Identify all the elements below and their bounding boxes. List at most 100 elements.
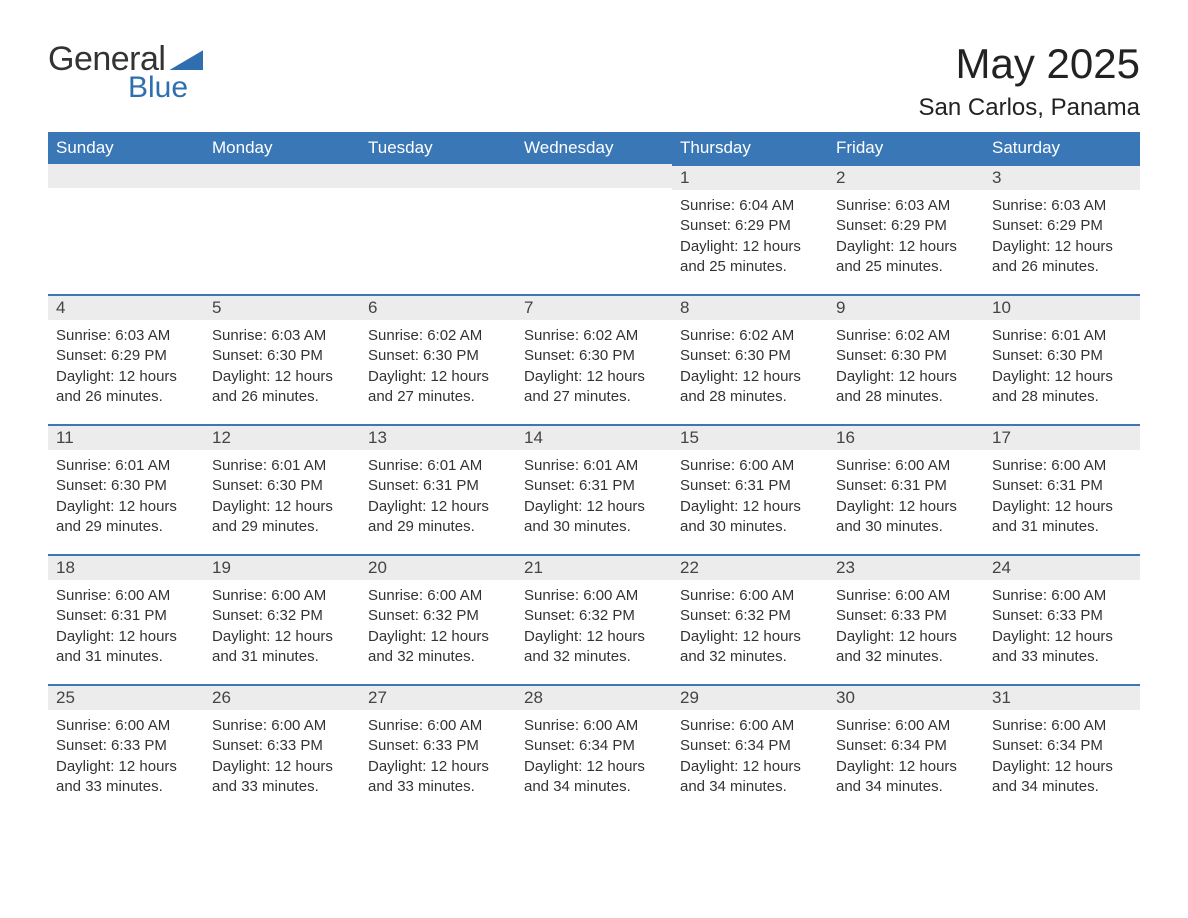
day-info-line: Daylight: 12 hours	[836, 757, 976, 777]
day-info-line: Sunset: 6:32 PM	[524, 606, 664, 626]
day-info-line: Daylight: 12 hours	[212, 757, 352, 777]
day-info-line: Sunrise: 6:00 AM	[992, 586, 1132, 606]
day-info-line: Daylight: 12 hours	[368, 497, 508, 517]
day-body: Sunrise: 6:00 AMSunset: 6:32 PMDaylight:…	[204, 580, 360, 667]
day-cell: 23Sunrise: 6:00 AMSunset: 6:33 PMDayligh…	[828, 554, 984, 684]
day-number-bar	[48, 164, 204, 188]
day-cell: 14Sunrise: 6:01 AMSunset: 6:31 PMDayligh…	[516, 424, 672, 554]
day-number-bar: 10	[984, 294, 1140, 320]
day-info-line: and 28 minutes.	[836, 387, 976, 407]
day-number-bar: 18	[48, 554, 204, 580]
day-body: Sunrise: 6:00 AMSunset: 6:31 PMDaylight:…	[48, 580, 204, 667]
day-info-line: and 26 minutes.	[56, 387, 196, 407]
day-body: Sunrise: 6:01 AMSunset: 6:30 PMDaylight:…	[48, 450, 204, 537]
day-info-line: Sunset: 6:33 PM	[992, 606, 1132, 626]
day-info-line: Sunset: 6:33 PM	[836, 606, 976, 626]
day-info-line: Sunset: 6:34 PM	[836, 736, 976, 756]
day-info-line: and 29 minutes.	[368, 517, 508, 537]
day-info-line: Daylight: 12 hours	[524, 497, 664, 517]
day-number-bar: 12	[204, 424, 360, 450]
day-number-bar: 2	[828, 164, 984, 190]
day-cell: 15Sunrise: 6:00 AMSunset: 6:31 PMDayligh…	[672, 424, 828, 554]
day-header: Wednesday	[516, 132, 672, 164]
logo-triangle-icon	[169, 50, 203, 70]
day-cell: 28Sunrise: 6:00 AMSunset: 6:34 PMDayligh…	[516, 684, 672, 814]
week-row: 4Sunrise: 6:03 AMSunset: 6:29 PMDaylight…	[48, 294, 1140, 424]
day-body: Sunrise: 6:00 AMSunset: 6:31 PMDaylight:…	[672, 450, 828, 537]
day-number-bar: 23	[828, 554, 984, 580]
day-info-line: Daylight: 12 hours	[56, 757, 196, 777]
day-info-line: Daylight: 12 hours	[680, 237, 820, 257]
day-cell: 21Sunrise: 6:00 AMSunset: 6:32 PMDayligh…	[516, 554, 672, 684]
day-info-line: Sunrise: 6:03 AM	[56, 326, 196, 346]
day-cell: 2Sunrise: 6:03 AMSunset: 6:29 PMDaylight…	[828, 164, 984, 294]
day-info-line: and 33 minutes.	[368, 777, 508, 797]
day-cell: 16Sunrise: 6:00 AMSunset: 6:31 PMDayligh…	[828, 424, 984, 554]
day-number-bar	[516, 164, 672, 188]
day-info-line: Sunrise: 6:00 AM	[368, 716, 508, 736]
day-info-line: Sunrise: 6:01 AM	[524, 456, 664, 476]
day-info-line: Sunrise: 6:00 AM	[56, 716, 196, 736]
day-info-line: Sunset: 6:30 PM	[212, 476, 352, 496]
day-number-bar: 15	[672, 424, 828, 450]
day-info-line: Sunset: 6:29 PM	[836, 216, 976, 236]
day-info-line: Daylight: 12 hours	[836, 497, 976, 517]
day-number-bar: 17	[984, 424, 1140, 450]
day-number-bar: 7	[516, 294, 672, 320]
day-info-line: and 30 minutes.	[524, 517, 664, 537]
day-body: Sunrise: 6:01 AMSunset: 6:30 PMDaylight:…	[204, 450, 360, 537]
day-header: Saturday	[984, 132, 1140, 164]
day-info-line: and 32 minutes.	[680, 647, 820, 667]
day-info-line: and 31 minutes.	[212, 647, 352, 667]
day-body: Sunrise: 6:01 AMSunset: 6:30 PMDaylight:…	[984, 320, 1140, 407]
day-cell: 18Sunrise: 6:00 AMSunset: 6:31 PMDayligh…	[48, 554, 204, 684]
day-info-line: Sunrise: 6:01 AM	[368, 456, 508, 476]
day-body: Sunrise: 6:00 AMSunset: 6:33 PMDaylight:…	[828, 580, 984, 667]
day-body: Sunrise: 6:02 AMSunset: 6:30 PMDaylight:…	[360, 320, 516, 407]
day-info-line: and 30 minutes.	[836, 517, 976, 537]
day-body: Sunrise: 6:02 AMSunset: 6:30 PMDaylight:…	[828, 320, 984, 407]
day-info-line: Sunset: 6:30 PM	[836, 346, 976, 366]
day-info-line: and 25 minutes.	[680, 257, 820, 277]
day-number-bar: 11	[48, 424, 204, 450]
day-info-line: Daylight: 12 hours	[212, 367, 352, 387]
day-info-line: and 33 minutes.	[992, 647, 1132, 667]
day-info-line: Daylight: 12 hours	[524, 367, 664, 387]
day-cell: 17Sunrise: 6:00 AMSunset: 6:31 PMDayligh…	[984, 424, 1140, 554]
day-header: Thursday	[672, 132, 828, 164]
day-info-line: and 33 minutes.	[212, 777, 352, 797]
logo: General Blue	[48, 40, 203, 105]
day-info-line: Sunrise: 6:00 AM	[212, 586, 352, 606]
day-number-bar: 3	[984, 164, 1140, 190]
day-info-line: Daylight: 12 hours	[368, 627, 508, 647]
header: General Blue May 2025 San Carlos, Panama	[48, 40, 1140, 122]
day-body: Sunrise: 6:00 AMSunset: 6:32 PMDaylight:…	[516, 580, 672, 667]
day-info-line: Sunset: 6:33 PM	[212, 736, 352, 756]
day-info-line: Sunrise: 6:02 AM	[524, 326, 664, 346]
day-cell: 4Sunrise: 6:03 AMSunset: 6:29 PMDaylight…	[48, 294, 204, 424]
day-number-bar: 30	[828, 684, 984, 710]
day-info-line: Daylight: 12 hours	[836, 237, 976, 257]
day-info-line: and 27 minutes.	[524, 387, 664, 407]
day-info-line: Daylight: 12 hours	[836, 627, 976, 647]
day-info-line: and 34 minutes.	[524, 777, 664, 797]
title-block: May 2025 San Carlos, Panama	[919, 40, 1140, 122]
day-body: Sunrise: 6:01 AMSunset: 6:31 PMDaylight:…	[360, 450, 516, 537]
day-info-line: Sunset: 6:32 PM	[368, 606, 508, 626]
day-info-line: and 32 minutes.	[524, 647, 664, 667]
day-info-line: Sunset: 6:30 PM	[56, 476, 196, 496]
day-info-line: Daylight: 12 hours	[524, 757, 664, 777]
day-body: Sunrise: 6:03 AMSunset: 6:29 PMDaylight:…	[984, 190, 1140, 277]
week-row: 25Sunrise: 6:00 AMSunset: 6:33 PMDayligh…	[48, 684, 1140, 814]
day-info-line: and 25 minutes.	[836, 257, 976, 277]
day-info-line: Sunrise: 6:00 AM	[368, 586, 508, 606]
day-number-bar: 21	[516, 554, 672, 580]
day-info-line: and 28 minutes.	[992, 387, 1132, 407]
day-number-bar: 8	[672, 294, 828, 320]
day-cell	[48, 164, 204, 294]
day-cell	[516, 164, 672, 294]
day-info-line: Sunset: 6:32 PM	[212, 606, 352, 626]
day-number-bar: 22	[672, 554, 828, 580]
day-info-line: Daylight: 12 hours	[368, 367, 508, 387]
day-info-line: Sunrise: 6:01 AM	[212, 456, 352, 476]
